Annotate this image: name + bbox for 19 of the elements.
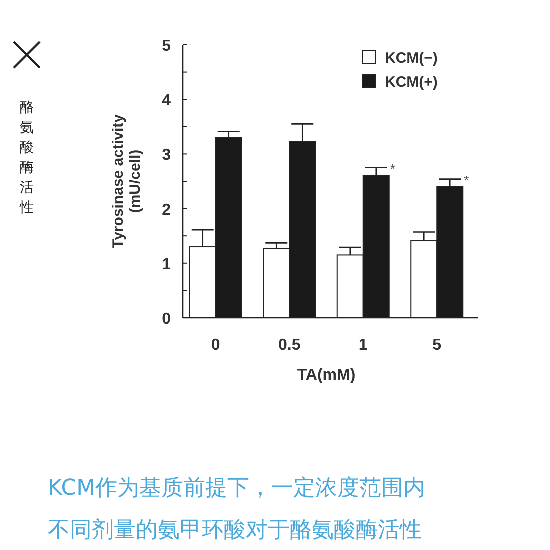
y-tick-label: 2: [162, 202, 172, 219]
annotation: *: [464, 172, 470, 188]
y-tick-label: 5: [162, 38, 172, 55]
y-axis-title: Tyrosinase activity (mU/cell): [110, 114, 144, 248]
y-tick-label: 0: [162, 311, 172, 328]
text: 酪氨酸酶活性: [19, 100, 34, 216]
text: KCM作为基质前提下，一定浓度范围内: [48, 476, 426, 501]
x-tick-label: 0.5: [278, 337, 301, 354]
text: 不同剂量的氨甲环酸对于酪氨酸酶活性: [48, 518, 422, 543]
x-tick-label: 5: [432, 337, 442, 354]
y-tick-label: 3: [162, 147, 172, 164]
x-tick-label: 0: [211, 337, 220, 354]
y-tick-label: 1: [162, 256, 172, 274]
legend-label: KCM(+): [385, 74, 438, 91]
y-tick-label: 4: [162, 92, 172, 110]
annotation: *: [390, 161, 396, 176]
x-tick-label: 1: [358, 337, 368, 354]
x-axis-title: TA(mM): [297, 367, 356, 384]
legend-label: KCM(−): [385, 50, 438, 67]
